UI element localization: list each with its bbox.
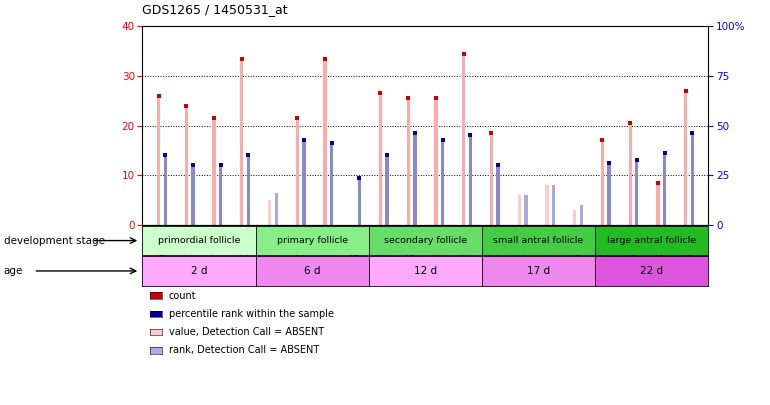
Bar [246, 155, 250, 225]
Bar [462, 53, 465, 225]
Bar [191, 165, 195, 225]
Bar [684, 91, 688, 225]
Bar [552, 185, 555, 225]
Bar [296, 118, 299, 225]
Bar [219, 165, 223, 225]
Bar [469, 135, 472, 225]
Text: value, Detection Call = ABSENT: value, Detection Call = ABSENT [169, 327, 323, 337]
Text: primary follicle: primary follicle [276, 236, 348, 245]
Bar [441, 141, 444, 225]
Bar [240, 59, 243, 225]
Text: 22 d: 22 d [640, 266, 664, 276]
Text: age: age [4, 266, 23, 276]
Bar [386, 155, 389, 225]
Bar [635, 160, 638, 225]
Bar [330, 143, 333, 225]
Bar [358, 178, 361, 225]
Bar [407, 98, 410, 225]
Bar [275, 192, 278, 225]
Bar [663, 153, 666, 225]
Text: 2 d: 2 d [191, 266, 207, 276]
Bar [517, 195, 521, 225]
Bar [213, 118, 216, 225]
Text: small antral follicle: small antral follicle [494, 236, 584, 245]
Bar [163, 155, 167, 225]
Bar [580, 205, 583, 225]
Text: 17 d: 17 d [527, 266, 551, 276]
Text: 12 d: 12 d [413, 266, 437, 276]
Text: development stage: development stage [4, 236, 105, 245]
Bar [545, 185, 548, 225]
Text: count: count [169, 291, 196, 301]
Text: rank, Detection Call = ABSENT: rank, Detection Call = ABSENT [169, 345, 319, 355]
Text: secondary follicle: secondary follicle [384, 236, 467, 245]
Text: percentile rank within the sample: percentile rank within the sample [169, 309, 333, 319]
Bar [323, 59, 326, 225]
Text: GDS1265 / 1450531_at: GDS1265 / 1450531_at [142, 3, 288, 16]
Bar [303, 141, 306, 225]
Text: 6 d: 6 d [304, 266, 320, 276]
Bar [656, 183, 660, 225]
Bar [524, 195, 527, 225]
Bar [601, 141, 604, 225]
Bar [413, 133, 417, 225]
Bar [573, 210, 576, 225]
Bar [379, 93, 382, 225]
Bar [608, 163, 611, 225]
Bar [497, 165, 500, 225]
Bar [185, 106, 188, 225]
Bar [268, 200, 271, 225]
Bar [157, 96, 160, 225]
Bar [628, 123, 632, 225]
Text: large antral follicle: large antral follicle [608, 236, 696, 245]
Bar [691, 133, 694, 225]
Bar [490, 133, 493, 225]
Bar [434, 98, 437, 225]
Text: primordial follicle: primordial follicle [158, 236, 240, 245]
